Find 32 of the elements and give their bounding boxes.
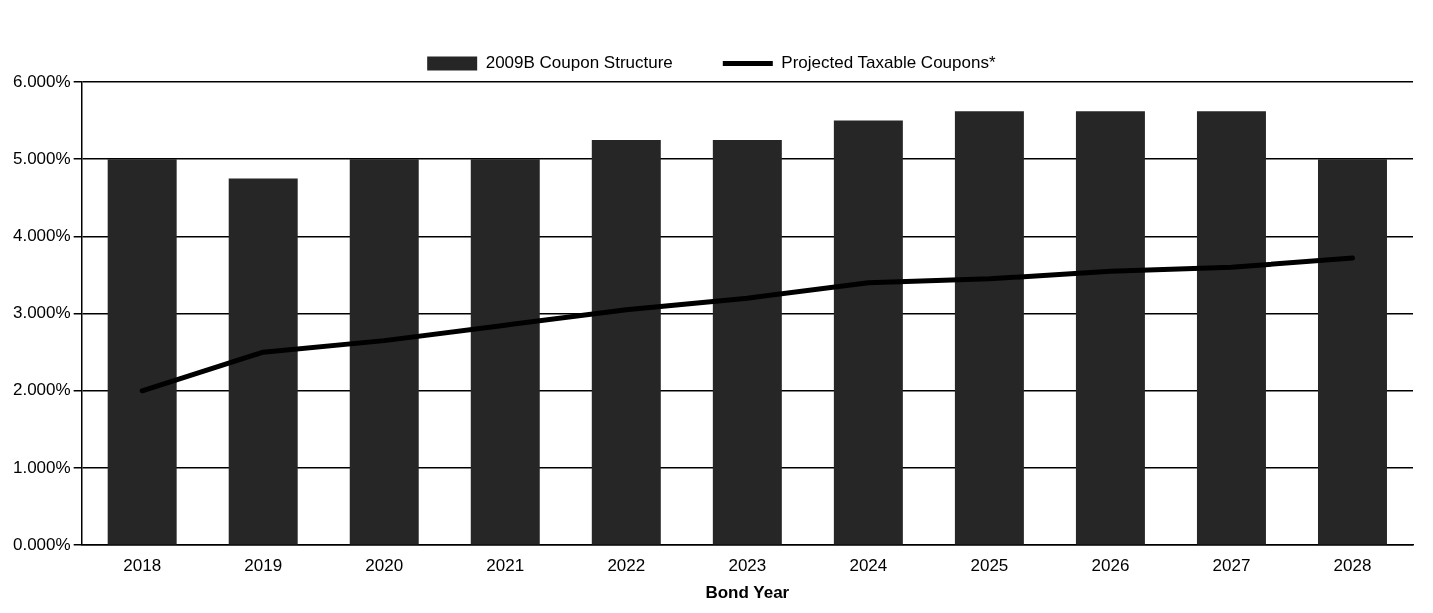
bar: [228, 178, 298, 545]
x-tick-label: 2019: [244, 556, 283, 576]
y-tick-label: 3.000%: [12, 303, 71, 323]
bar: [349, 159, 419, 545]
bar: [712, 139, 782, 545]
x-axis-title: Bond Year: [705, 583, 790, 603]
y-tick-label: 6.000%: [12, 71, 71, 91]
bar: [833, 120, 903, 545]
bar: [470, 159, 540, 545]
x-tick-label: 2022: [607, 556, 646, 576]
x-tick-label: 2026: [1091, 556, 1130, 576]
x-tick-label: 2028: [1333, 556, 1372, 576]
x-tick-label: 2027: [1212, 556, 1251, 576]
x-tick-label: 2020: [365, 556, 404, 576]
bar: [1196, 111, 1266, 545]
y-tick-label: 1.000%: [12, 457, 71, 477]
bar: [591, 139, 661, 545]
x-tick-label: 2025: [970, 556, 1009, 576]
legend-label: Projected Taxable Coupons*: [781, 53, 996, 73]
bar: [1075, 111, 1145, 545]
x-tick-label: 2023: [728, 556, 767, 576]
y-tick-label: 0.000%: [12, 534, 71, 554]
legend-label: 2009B Coupon Structure: [485, 53, 673, 73]
x-tick-label: 2024: [849, 556, 888, 576]
bar: [954, 111, 1024, 545]
y-tick-label: 4.000%: [12, 226, 71, 246]
x-tick-label: 2021: [486, 556, 525, 576]
bar: [1317, 159, 1387, 545]
x-tick-label: 2018: [123, 556, 162, 576]
y-tick-label: 5.000%: [12, 148, 71, 168]
y-tick-label: 2.000%: [12, 380, 71, 400]
bar: [107, 159, 177, 545]
